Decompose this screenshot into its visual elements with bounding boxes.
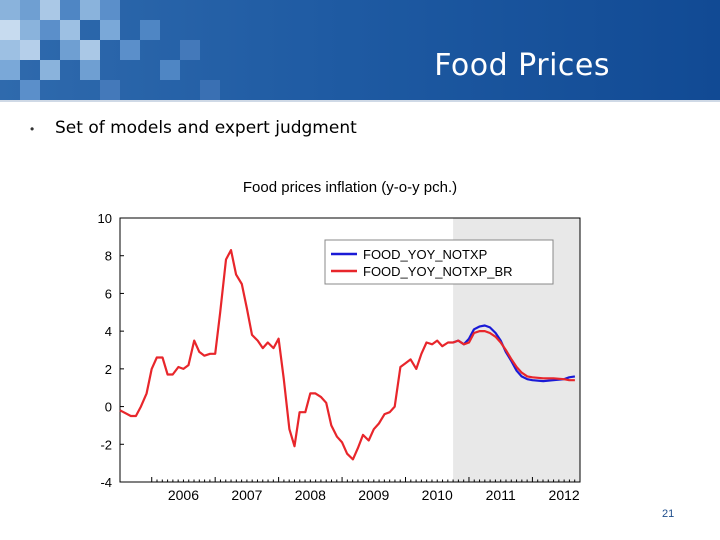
x-tick-label-2011: 2011	[486, 487, 516, 503]
x-tick-label-2007: 2007	[231, 487, 262, 503]
x-tick-label-2012: 2012	[549, 487, 580, 503]
y-tick-label-10: 10	[98, 211, 112, 226]
chart-title: Food prices inflation (y-o-y pch.)	[243, 179, 457, 196]
header-divider	[0, 100, 720, 102]
title-banner: Food Prices	[0, 0, 720, 100]
y-tick-label--2: -2	[100, 437, 112, 452]
plot-frame	[119, 217, 581, 483]
y-tick-label-2: 2	[105, 362, 112, 377]
y-tick-label-4: 4	[105, 324, 112, 339]
y-tick-label--4: -4	[100, 475, 112, 490]
bullet-text: Set of models and expert judgment	[55, 118, 357, 138]
legend-box	[324, 239, 554, 285]
x-tick-label-2009: 2009	[358, 487, 389, 503]
y-tick-label-0: 0	[105, 400, 112, 415]
bullet-marker: •	[30, 122, 35, 136]
legend-label-0: FOOD_YOY_NOTXP	[363, 247, 487, 262]
x-tick-label-2006: 2006	[168, 487, 199, 503]
legend-label-1: FOOD_YOY_NOTXP_BR	[363, 264, 513, 279]
series-line-food-yoy-notxp-br	[119, 248, 575, 461]
x-tick-label-2010: 2010	[422, 487, 453, 503]
page-number: 21	[662, 508, 675, 520]
decorative-mosaic	[0, 0, 260, 100]
food-inflation-chart: Food prices inflation (y-o-y pch.) 10 8 6 4 2…	[98, 179, 581, 503]
y-tick-label-6: 6	[105, 286, 112, 301]
x-tick-label-2008: 2008	[295, 487, 326, 503]
y-tick-label-8: 8	[105, 249, 112, 264]
slide-title: Food Prices	[434, 48, 610, 83]
